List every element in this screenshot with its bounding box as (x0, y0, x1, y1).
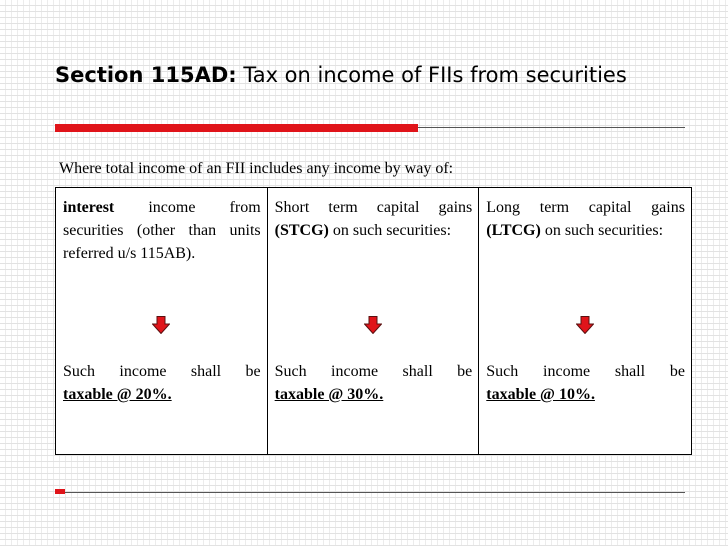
down-arrow (363, 316, 383, 341)
bottom-rule (55, 492, 685, 493)
lead-rest: income from securities (other than units… (63, 199, 261, 262)
tax-table: interest income from securities (other t… (55, 187, 692, 455)
lead-rest: on such securities: (332, 222, 452, 239)
cell-lead: interest income from securities (other t… (63, 196, 261, 265)
slide-title: Section 115AD: Tax on income of FIIs fro… (55, 61, 655, 89)
arrow-icon (575, 316, 595, 335)
down-arrow (151, 316, 171, 341)
result-text: Such income shall be (274, 363, 473, 380)
result-rate: taxable @ 10%. (486, 386, 595, 403)
table-cell: interest income from securities (other t… (56, 188, 268, 454)
lead-bold: (STCG) (274, 222, 329, 239)
intro-text: Where total income of an FII includes an… (59, 160, 454, 177)
down-arrow (575, 316, 595, 341)
title-rule (418, 127, 685, 128)
result-text: Such income shall be (63, 363, 261, 380)
arrow-icon (151, 316, 171, 335)
title-underline (55, 124, 418, 132)
result-text: Such income shall be (486, 363, 685, 380)
cell-result: Such income shall be taxable @ 10%. (486, 360, 685, 406)
lead-text: Long term capital gains (486, 199, 685, 216)
table-cell: Long term capital gains (LTCG) on such s… (479, 188, 691, 454)
cell-lead: Long term capital gains (LTCG) on such s… (486, 196, 685, 242)
lead-bold: interest (63, 199, 115, 216)
cell-lead: Short term capital gains (STCG) on such … (275, 196, 473, 242)
bottom-accent (55, 489, 65, 494)
cell-result: Such income shall be taxable @ 20%. (63, 360, 261, 406)
arrow-icon (363, 316, 383, 335)
cell-result: Such income shall be taxable @ 30%. (275, 360, 473, 406)
result-rate: taxable @ 30%. (274, 386, 384, 403)
lead-bold: (LTCG) (486, 222, 541, 239)
table-cell: Short term capital gains (STCG) on such … (268, 188, 480, 454)
lead-rest: on such securities: (544, 222, 664, 239)
lead-text: Short term capital gains (274, 199, 473, 216)
title-rest: Tax on income of FIIs from securities (243, 63, 627, 87)
result-rate: taxable @ 20%. (63, 386, 172, 403)
title-bold: Section 115AD: (55, 63, 237, 87)
